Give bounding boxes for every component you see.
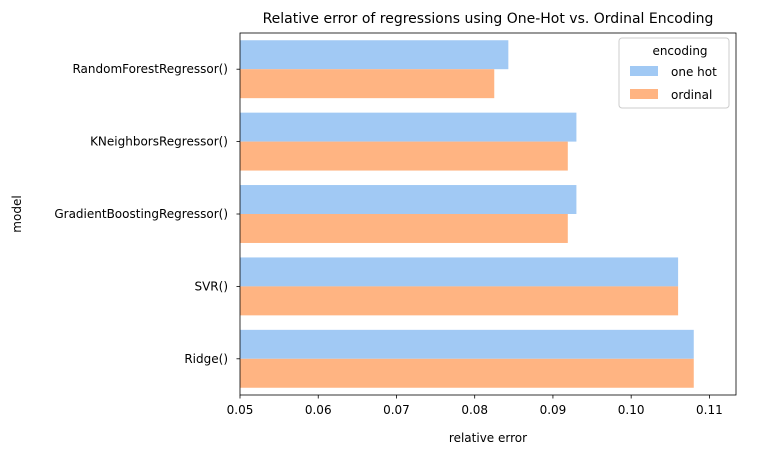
bars-layer [240,40,694,388]
legend-label-ordinal: ordinal [671,88,712,102]
x-ticks: 0.05 0.06 0.07 0.08 0.09 0.10 0.11 [227,395,723,417]
x-tick-label: 0.06 [305,403,332,417]
plot-frame [239,32,737,396]
legend-swatch-one-hot [630,66,658,76]
y-tick-label: RandomForestRegressor() [72,62,228,76]
bar-one-hot-3 [240,257,679,287]
x-tick-label: 0.05 [227,403,254,417]
bar-one-hot-4 [240,329,694,359]
legend-title: encoding [652,44,707,58]
x-tick-label: 0.08 [461,403,488,417]
y-tick-label: KNeighborsRegressor() [90,135,228,149]
bar-ordinal-2 [240,214,568,243]
y-tick-label: Ridge() [184,352,228,366]
bar-one-hot-0 [240,40,509,70]
bar-one-hot-2 [240,185,577,214]
bar-one-hot-1 [240,112,577,142]
x-axis-label: relative error [449,431,527,445]
x-tick-label: 0.09 [540,403,567,417]
legend: encoding one hot ordinal [618,37,730,109]
y-axis-label: model [10,195,24,232]
bar-ordinal-3 [240,286,679,316]
x-tick-label: 0.10 [618,403,645,417]
bar-ordinal-4 [240,358,694,388]
y-tick-label: GradientBoostingRegressor() [54,207,228,221]
bar-ordinal-1 [240,141,568,171]
x-tick-label: 0.11 [696,403,723,417]
x-tick-label: 0.07 [383,403,410,417]
bar-ordinal-0 [240,69,495,99]
legend-label-one-hot: one hot [671,65,717,79]
legend-swatch-ordinal [630,89,658,99]
chart-title: Relative error of regressions using One-… [263,11,714,27]
y-ticks: RandomForestRegressor() KNeighborsRegress… [54,62,240,366]
y-tick-label: SVR() [194,279,228,293]
